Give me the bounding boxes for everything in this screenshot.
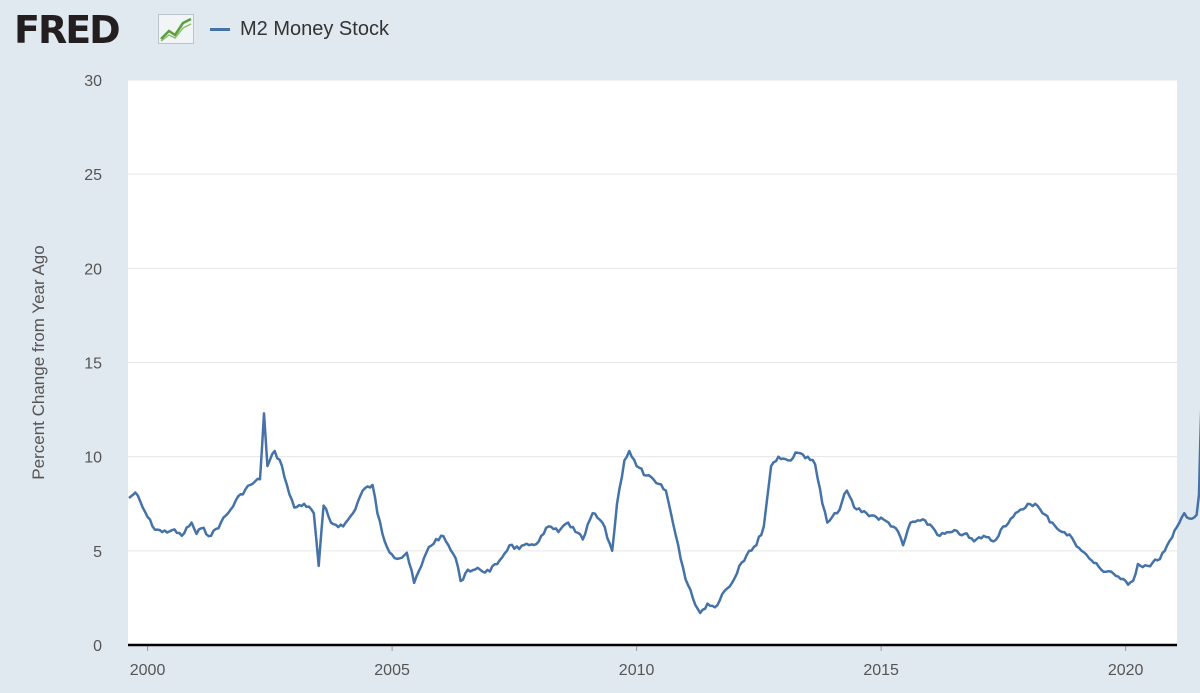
y-tick-label: 10 xyxy=(84,450,102,467)
grid-lines xyxy=(128,79,1177,552)
x-tick-label: 2000 xyxy=(130,662,166,679)
x-tick-label: 2010 xyxy=(619,662,655,679)
x-tick-label: 2005 xyxy=(374,662,410,679)
line-chart-icon xyxy=(158,14,194,44)
y-tick-label: 5 xyxy=(93,544,102,561)
y-tick-label: 0 xyxy=(93,638,102,655)
legend-swatch xyxy=(210,27,230,31)
x-tick-label: 2020 xyxy=(1108,662,1144,679)
series-line-m2-money-stock[interactable] xyxy=(128,150,1200,615)
chart-header: FRED M2 Money Stock xyxy=(0,0,1200,70)
y-tick-label: 25 xyxy=(84,167,102,184)
fred-logo: FRED xyxy=(14,8,121,52)
x-axis-ticks: 2000 2005 2010 2015 2020 xyxy=(130,645,1144,679)
x-tick-label: 2015 xyxy=(863,662,899,679)
chart-legend[interactable]: M2 Money Stock xyxy=(210,15,389,43)
y-axis-title: Percent Change from Year Ago xyxy=(29,245,48,479)
y-axis-ticks: 0 5 10 15 20 25 30 xyxy=(84,73,102,655)
y-tick-label: 20 xyxy=(84,261,102,278)
y-tick-label: 30 xyxy=(84,73,102,90)
legend-label-m2-money-stock: M2 Money Stock xyxy=(240,17,389,40)
y-tick-label: 15 xyxy=(84,356,102,373)
